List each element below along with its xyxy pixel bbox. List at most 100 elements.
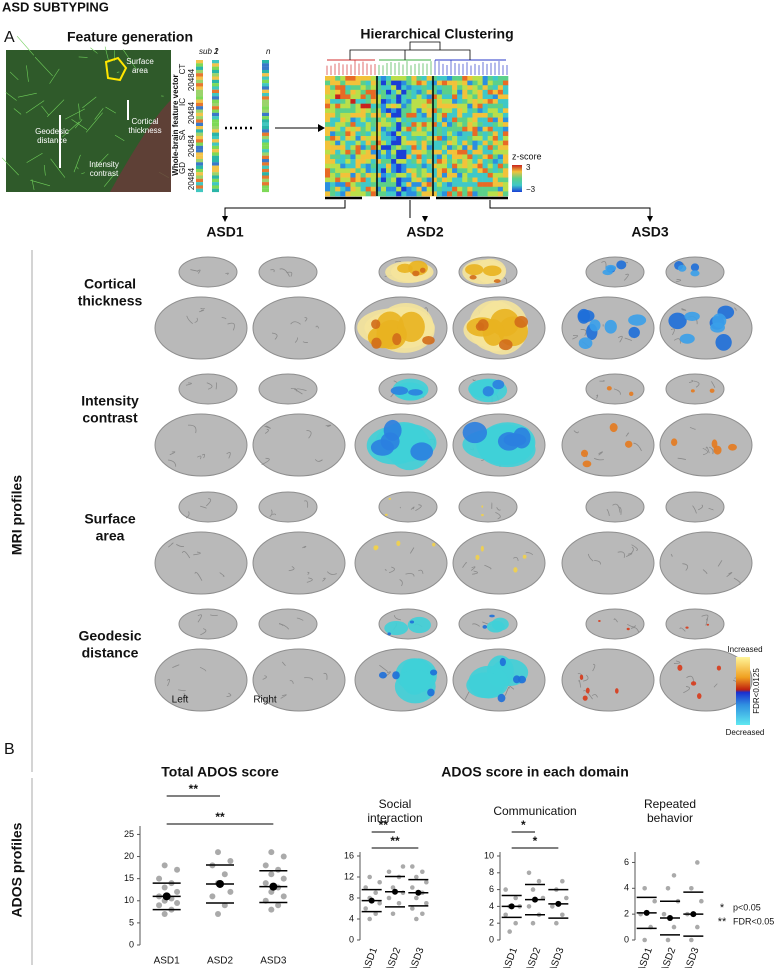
- heatmap-cell: [457, 80, 463, 86]
- sulcus: [670, 553, 673, 557]
- heatmap-cell: [472, 140, 478, 146]
- vector-cell: [212, 99, 219, 103]
- sulcus: [591, 694, 598, 698]
- heatmap-cell: [502, 191, 509, 197]
- vector-cell: [262, 172, 269, 176]
- heatmap-cell: [482, 80, 488, 86]
- heatmap-cell: [391, 131, 397, 137]
- heatmap-cell: [401, 149, 407, 155]
- heatmap-cell: [360, 108, 366, 114]
- heatmap-cell: [487, 163, 494, 169]
- data-point: [174, 888, 181, 895]
- sulcus: [613, 618, 618, 623]
- heatmap-cell: [452, 122, 458, 128]
- heatmap-cell: [340, 80, 346, 86]
- heatmap-cell: [477, 136, 483, 141]
- heatmap-cell: [411, 154, 417, 160]
- sulcus: [297, 388, 307, 392]
- vector-cell: [262, 182, 269, 186]
- data-point: [373, 911, 378, 917]
- heatmap-cell: [380, 112, 387, 118]
- heatmap-cell: [477, 131, 483, 137]
- heatmap-cell: [406, 126, 412, 132]
- heatmap-cell: [411, 131, 417, 137]
- arrowhead: [318, 124, 325, 132]
- vector-cell: [262, 149, 269, 153]
- heatmap-cell: [426, 108, 433, 114]
- heatmap-cell: [441, 172, 448, 178]
- heatmap-cell: [340, 149, 346, 155]
- heatmap-cell: [411, 159, 417, 164]
- data-point: [227, 857, 234, 864]
- heatmap-cell: [380, 117, 387, 123]
- heatmap-cell: [335, 186, 341, 192]
- heatmap-cell: [375, 99, 382, 104]
- vector-cell: [262, 139, 269, 143]
- mesh-line: [103, 173, 116, 187]
- heatmap-cell: [360, 154, 366, 160]
- heatmap-cell: [462, 126, 468, 132]
- mesh-line: [30, 179, 51, 187]
- vector-cell: [196, 79, 203, 84]
- heatmap-cell: [477, 126, 483, 132]
- sulcus: [472, 570, 478, 575]
- heatmap-cell: [345, 108, 351, 114]
- heatmap-cell: [345, 136, 351, 141]
- heatmap-cell: [416, 145, 422, 151]
- heatmap-cell: [350, 112, 356, 118]
- effect-region: [522, 554, 527, 559]
- effect-region: [668, 312, 687, 330]
- x-tick-label: ASD2: [207, 956, 234, 967]
- heatmap-cell: [487, 122, 494, 128]
- heatmap-cell: [411, 145, 417, 151]
- sulcus: [464, 691, 470, 700]
- sulcus: [288, 566, 295, 572]
- heatmap-cell: [335, 191, 341, 197]
- heatmap-cell: [386, 163, 392, 169]
- heatmap-cell: [365, 122, 372, 128]
- sulcus: [702, 569, 708, 575]
- heatmap-cell: [436, 140, 443, 146]
- sulcus: [631, 544, 638, 552]
- heatmap-cell: [370, 163, 377, 169]
- heatmap-cell: [497, 136, 504, 141]
- effect-region: [409, 620, 415, 624]
- vector-cell: [262, 60, 269, 64]
- heatmap-cell: [370, 145, 377, 151]
- heatmap-cell: [345, 177, 351, 183]
- vector-cell: [196, 155, 203, 160]
- heatmap-cell: [477, 154, 483, 160]
- effect-region: [616, 260, 627, 270]
- vector-cell: [196, 178, 203, 183]
- sulcus: [599, 380, 605, 382]
- vector-cell: [212, 159, 219, 163]
- row-label: Surface: [84, 511, 136, 527]
- heatmap-cell: [330, 112, 336, 118]
- image-label: contrast: [90, 169, 119, 178]
- heatmap-cell: [350, 126, 356, 132]
- heatmap-cell: [502, 163, 509, 169]
- heatmap-cell: [462, 149, 468, 155]
- heatmap-cell: [355, 108, 361, 114]
- y-tick-label: 15: [124, 873, 134, 883]
- heatmap-cell: [335, 103, 341, 109]
- vector-cell: [262, 162, 269, 166]
- heatmap-cell: [360, 168, 366, 174]
- effect-region: [709, 388, 715, 393]
- mean-dot: [690, 911, 697, 918]
- heatmap-cell: [360, 85, 366, 91]
- vector-label: n: [266, 47, 271, 56]
- sulcus: [261, 457, 270, 465]
- effect-region: [582, 460, 592, 468]
- chart-title: interaction: [367, 811, 422, 825]
- heatmap-cell: [355, 99, 361, 104]
- heatmap-cell: [482, 136, 488, 141]
- heatmap-cell: [406, 131, 412, 137]
- heatmap-cell: [370, 159, 377, 164]
- mesh-line: [43, 164, 46, 176]
- heatmap-cell: [497, 159, 504, 164]
- x-tick-label: ASD1: [501, 946, 520, 968]
- heatmap-cell: [487, 80, 494, 86]
- heatmap-cell: [386, 145, 392, 151]
- heatmap-cell: [502, 85, 509, 91]
